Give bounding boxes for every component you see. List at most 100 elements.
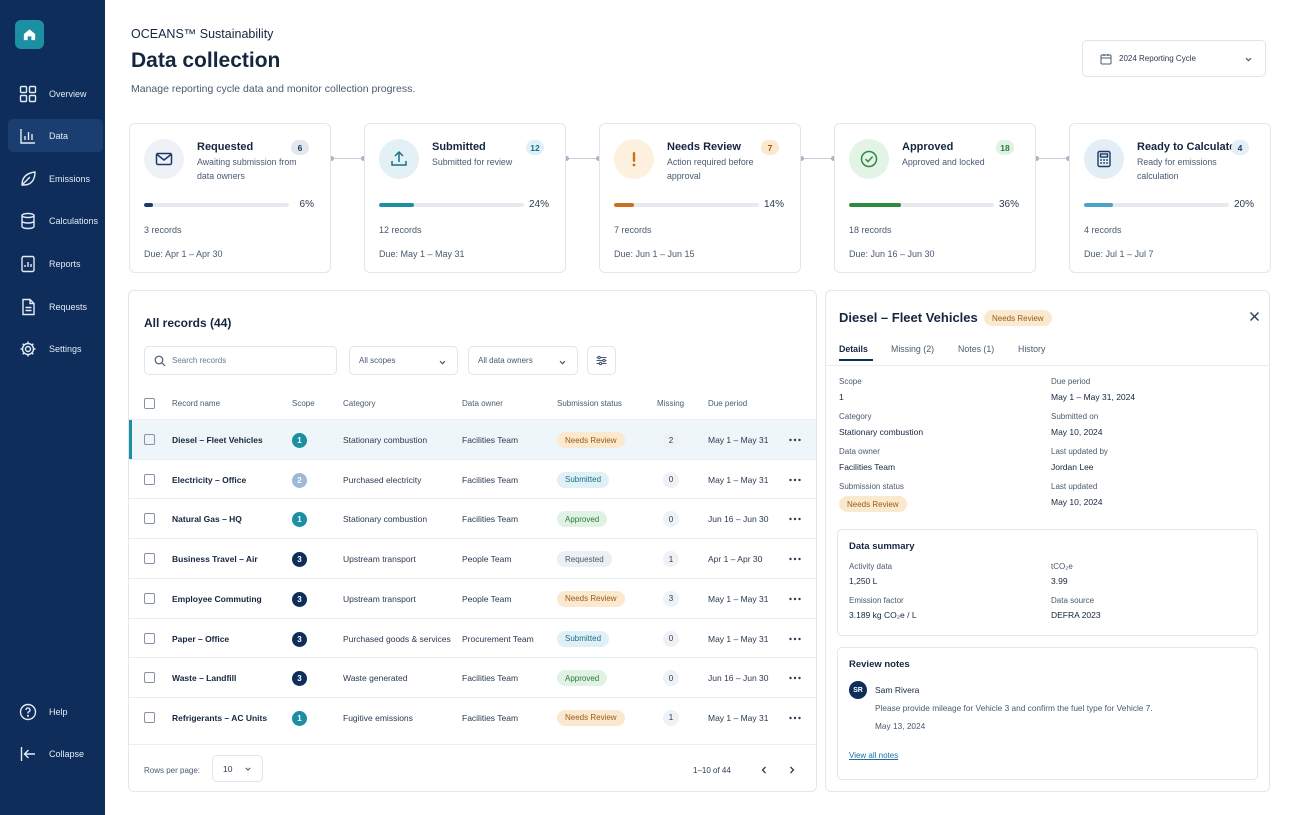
column-header[interactable]: Submission status [557,399,622,408]
nav-settings[interactable]: Settings [8,332,103,365]
row-checkbox[interactable] [144,434,155,445]
row-checkbox[interactable] [144,473,155,485]
nav-calculations-label: Calculations [49,215,99,226]
record-owner: Facilities Team [462,474,519,485]
stage-description: Ready for emissions calculation [1137,157,1217,181]
row-checkbox[interactable] [144,513,155,525]
status-badge: Submitted [557,630,610,647]
nav-calculations[interactable]: Calculations [8,204,103,237]
row-actions-button[interactable] [788,592,802,606]
calculator-icon [1084,139,1124,179]
emission-factor-label: Emission factor [849,596,904,605]
tab-missing[interactable]: Missing (2) [891,344,935,354]
record-name[interactable]: Employee Commuting [172,593,262,604]
row-actions-button[interactable] [788,433,802,447]
stage-card-ready-to-calculate[interactable]: Ready to Calculate Ready for emissions c… [1069,123,1271,273]
status-badge: Submitted [557,471,610,488]
stage-card-needs-review[interactable]: Needs Review Action required before appr… [599,123,801,273]
filter-settings-button[interactable] [587,346,616,375]
record-name[interactable]: Business Travel – Air [172,554,258,565]
close-button[interactable] [1249,311,1260,322]
stage-progress-fill [1084,203,1113,207]
record-name[interactable]: Waste – Landfill [172,673,237,684]
row-actions-button[interactable] [788,671,802,685]
nav-requests[interactable]: Requests [8,290,103,323]
table-row[interactable]: Natural Gas – HQ 1 Stationary combustion Fa… [129,498,816,538]
table-row[interactable]: Diesel – Fleet Vehicles 1 Stationary combu… [129,419,816,460]
nav-emissions[interactable]: Emissions [8,162,103,195]
scope-filter-select[interactable]: All scopes [349,346,458,375]
stage-card-submitted[interactable]: Submitted Submitted for review 12 24% 12… [364,123,566,273]
emission-factor-value: 3.189 kg CO₂e / L [849,610,917,620]
record-name[interactable]: Diesel – Fleet Vehicles [172,435,263,445]
table-row[interactable]: Paper – Office 3 Purchased goods & service… [129,617,816,658]
nav-collapse[interactable]: Collapse [8,737,103,770]
tab-details[interactable]: Details [839,344,868,354]
rows-per-page-select[interactable]: 10 [212,755,263,782]
record-name[interactable]: Paper – Office [172,633,230,644]
table-row[interactable]: Employee Commuting 3 Upstream transport Peo… [129,577,816,618]
row-actions-button[interactable] [788,711,802,725]
table-row[interactable]: Electricity – Office 2 Purchased electrici… [129,458,816,499]
chevron-down-icon [558,358,567,367]
record-owner: Facilities Team [462,435,519,445]
record-name[interactable]: Refrigerants – AC Units [172,712,268,723]
field-label: Submission status [839,482,904,491]
column-header[interactable]: Due period [708,399,748,408]
row-actions-button[interactable] [788,632,802,646]
stage-connector [564,156,601,161]
scope-badge: 3 [292,671,307,687]
nav-overview[interactable]: Overview [8,77,103,110]
record-category: Purchased goods & services [343,633,451,644]
review-notes-box: Review notes SR Sam Rivera Please provid… [837,647,1258,780]
field-value: May 1 – May 31, 2024 [1051,392,1136,402]
nav-data[interactable]: Data [8,119,103,152]
data-summary-box: Data summary Activity data 1,250 L tCO₂e… [837,529,1258,636]
view-all-notes-link[interactable]: View all notes [849,751,899,760]
search-input[interactable]: Search records [144,346,337,375]
home-logo-button[interactable] [15,20,44,49]
nav-help[interactable]: Help [8,695,103,728]
scope-badge: 3 [292,552,307,568]
row-checkbox[interactable] [144,632,155,644]
column-header[interactable]: Category [343,399,376,408]
nav-emissions-label: Emissions [49,173,91,184]
row-checkbox[interactable] [144,592,155,604]
row-checkbox[interactable] [144,711,155,723]
stage-card-approved[interactable]: Approved Approved and locked 18 36% 18 r… [834,123,1036,273]
stage-card-requested[interactable]: Requested Awaiting submission from data … [129,123,331,273]
nav-reports[interactable]: Reports [8,247,103,280]
row-actions-button[interactable] [788,512,802,526]
nav-help-label: Help [49,706,68,717]
record-detail-panel: Diesel – Fleet Vehicles Needs Review Det… [825,290,1270,792]
stage-progress-bar [614,203,759,207]
next-page-button[interactable] [787,765,797,775]
record-category: Upstream transport [343,554,416,565]
row-checkbox[interactable] [144,553,155,565]
prev-page-button[interactable] [759,765,769,775]
row-actions-button[interactable] [788,552,802,566]
column-header[interactable]: Scope [292,399,315,408]
document-icon [18,297,38,317]
status-badge: Needs Review [557,432,625,448]
table-row[interactable]: Refrigerants – AC Units 1 Fugitive emissio… [129,696,816,737]
column-header[interactable]: Missing [657,399,685,408]
active-tab-indicator [839,359,873,361]
row-checkbox[interactable] [144,672,155,684]
reporting-cycle-select[interactable]: 2024 Reporting Cycle [1082,40,1266,77]
field-value: 1 [839,392,844,402]
record-name[interactable]: Electricity – Office [172,474,247,485]
select-all-checkbox[interactable] [144,398,155,409]
row-actions-button[interactable] [788,473,802,487]
table-row[interactable]: Business Travel – Air 3 Upstream transport… [129,538,816,578]
record-name[interactable]: Natural Gas – HQ [172,514,242,525]
column-header[interactable]: Data owner [462,399,503,408]
field-label: Due period [1051,377,1091,386]
tab-notes[interactable]: Notes (1) [958,344,995,354]
owner-filter-select[interactable]: All data owners [468,346,578,375]
more-horizontal-icon [789,557,801,561]
table-row[interactable]: Waste – Landfill 3 Waste generated Faciliti… [129,657,816,697]
column-header[interactable]: Record name [172,399,221,408]
records-title: All records (44) [144,316,232,330]
tab-history[interactable]: History [1018,344,1046,354]
